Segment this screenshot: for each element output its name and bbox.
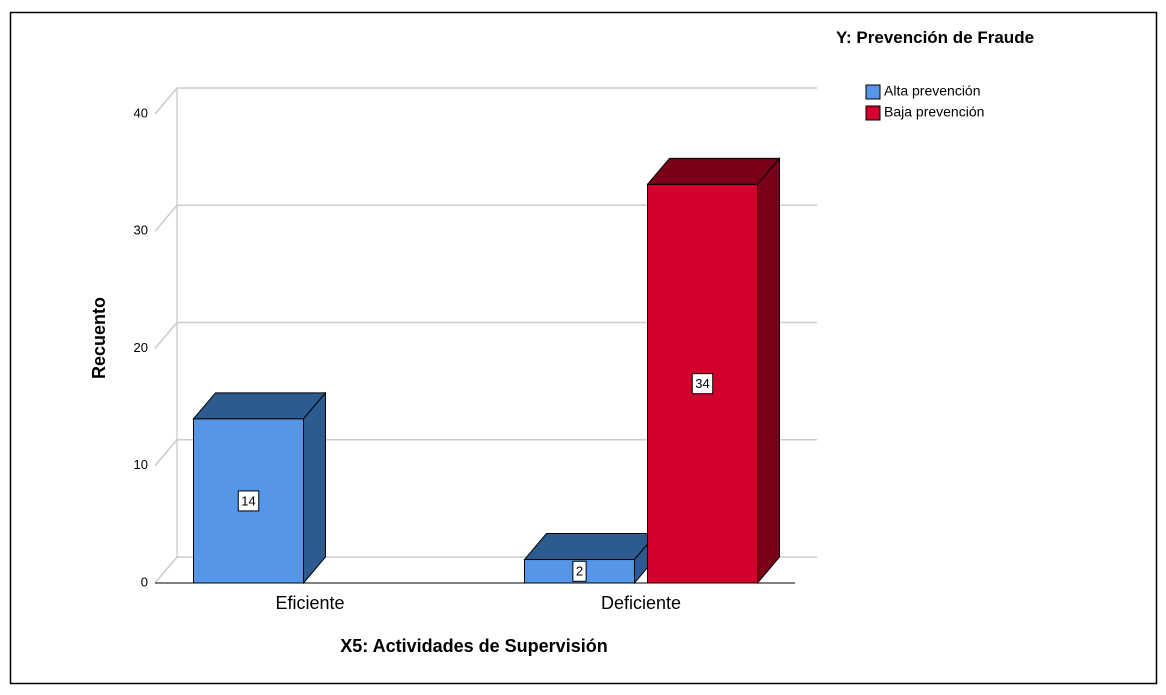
grid-slant (154, 322, 178, 349)
legend-label: Baja prevención (884, 104, 984, 120)
x-tick-label: Eficiente (275, 593, 344, 613)
y-tick-label: 30 (134, 223, 148, 238)
value-label: 14 (241, 493, 255, 508)
bar-side (303, 391, 326, 585)
grid-slant (154, 556, 178, 584)
y-tick-label: 40 (134, 105, 148, 120)
bar-top (523, 533, 658, 561)
value-label: 2 (576, 564, 583, 579)
legend-label: Alta prevención (884, 83, 981, 99)
bar-top (192, 392, 327, 420)
grid-slant (154, 439, 178, 467)
value-label-box (237, 490, 260, 512)
bar-side (757, 156, 780, 585)
legend-swatch (865, 105, 881, 121)
x-tick-label: Deficiente (601, 593, 681, 613)
y-tick-label: 10 (134, 457, 148, 472)
x-axis-title: X5: Actividades de Supervisión (340, 636, 607, 656)
y-tick-label: 20 (134, 340, 148, 355)
grid-slant (154, 87, 178, 115)
legend-title: Y: Prevención de Fraude (835, 28, 1035, 47)
legend-title-box: Y: Prevención de Fraude (835, 28, 1035, 47)
value-label: 34 (695, 376, 709, 391)
y-tick-label: 0 (141, 574, 148, 589)
value-label-box (691, 373, 714, 395)
y-axis-title: Recuento (89, 297, 109, 379)
bar-top (646, 157, 781, 185)
grid-slant (154, 204, 178, 232)
value-label-box (572, 560, 587, 582)
legend-swatch (865, 84, 881, 100)
frame (9, 11, 1158, 685)
